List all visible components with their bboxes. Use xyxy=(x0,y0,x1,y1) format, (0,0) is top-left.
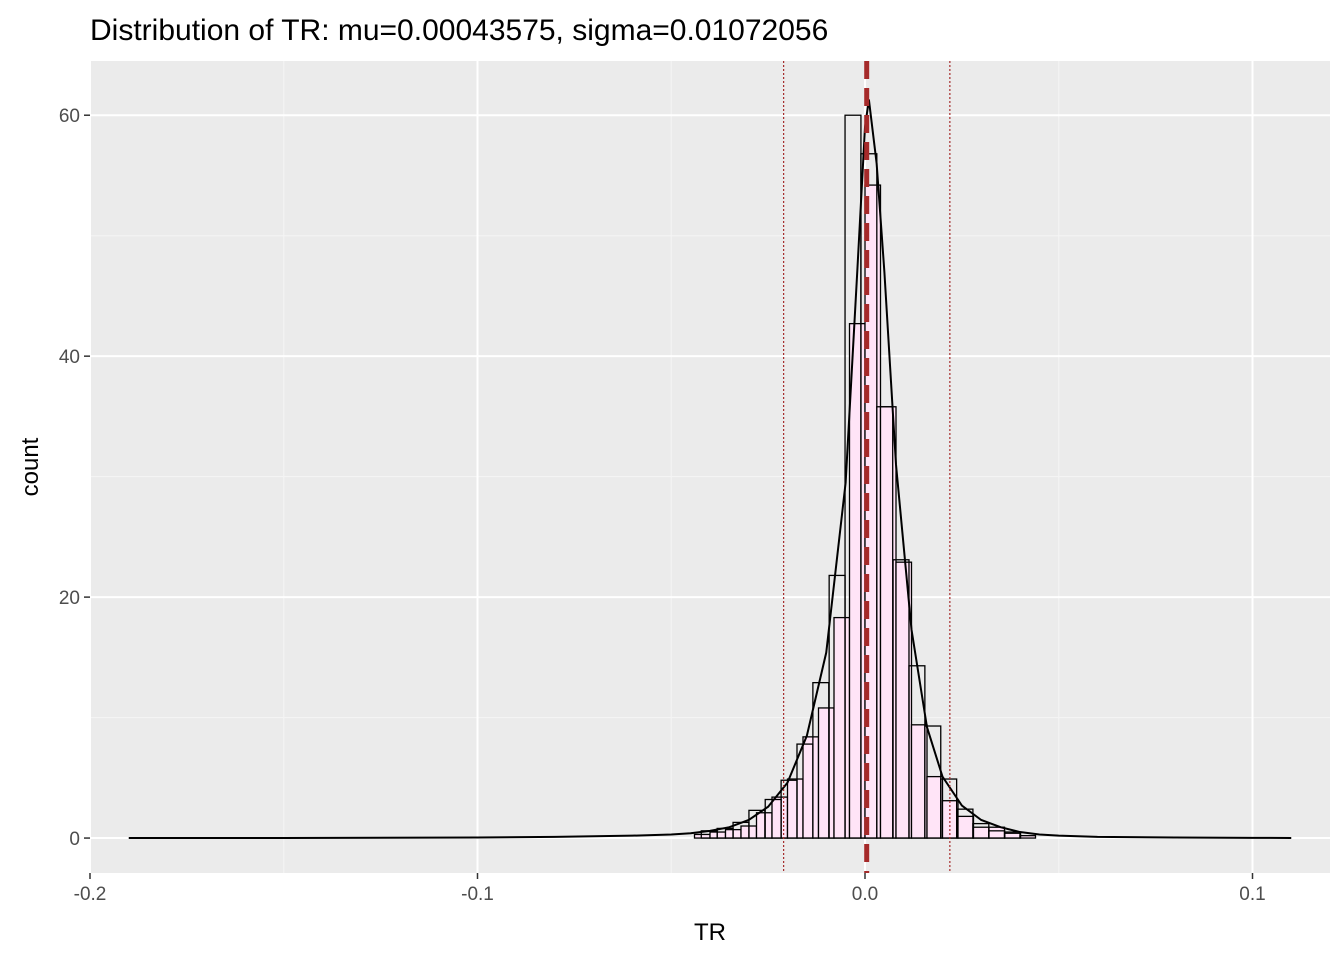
histogram-bar xyxy=(972,826,990,839)
y-tick-label: 20 xyxy=(59,588,80,609)
density-curve xyxy=(128,99,1292,840)
x-axis: -0.2 -0.1 0.0 0.1 xyxy=(74,873,1266,905)
y-axis-title: count xyxy=(17,437,44,496)
histogram-bar xyxy=(786,778,804,839)
histogram-bar xyxy=(802,736,820,839)
histogram-bar xyxy=(833,616,851,839)
chart-title: Distribution of TR: mu=0.00043575, sigma… xyxy=(90,14,828,47)
x-tick-label: -0.2 xyxy=(74,884,107,905)
minor-grid xyxy=(90,61,1330,873)
x-axis-title: TR xyxy=(694,919,726,946)
histogram-bar xyxy=(957,815,975,839)
y-tick-label: 0 xyxy=(69,829,80,850)
plot-panel xyxy=(90,61,1330,873)
histogram-outline-bar xyxy=(1004,832,1022,839)
y-tick-label: 60 xyxy=(59,106,80,127)
histogram-bar xyxy=(988,826,1006,839)
x-tick-label: -0.1 xyxy=(461,884,494,905)
histogram-bar xyxy=(1019,835,1037,839)
y-tick-label: 40 xyxy=(59,347,80,368)
x-tick-label: 0.0 xyxy=(852,884,878,905)
x-tick-label: 0.1 xyxy=(1239,884,1265,905)
histogram-bar xyxy=(771,796,789,839)
y-axis: 0 20 40 60 xyxy=(59,106,90,850)
histogram-bar xyxy=(817,707,835,839)
histogram-bar xyxy=(848,322,866,839)
reference-lines xyxy=(783,61,951,873)
density-curve-group xyxy=(128,99,1292,840)
